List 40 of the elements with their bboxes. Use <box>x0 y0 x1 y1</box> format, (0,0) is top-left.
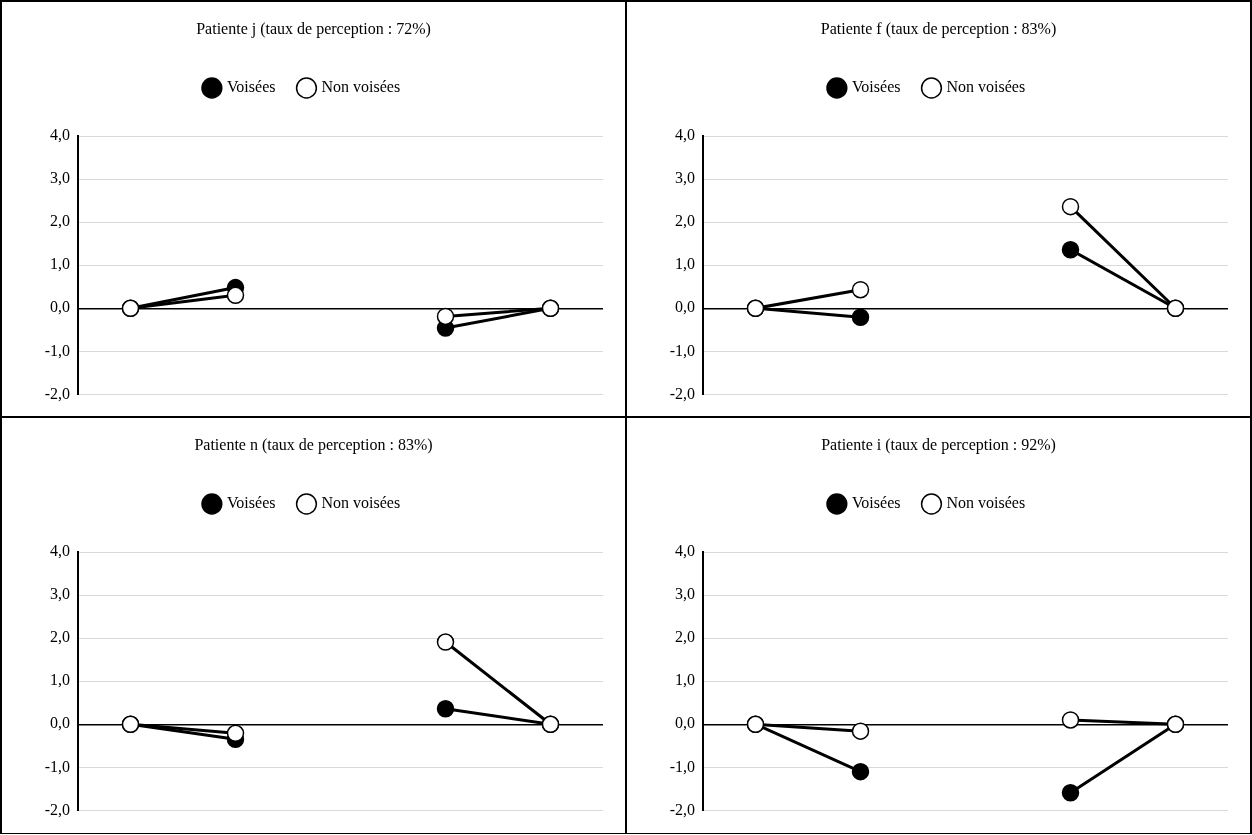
y-tick-label: 0,0 <box>50 298 70 316</box>
y-tick-label: 3,0 <box>675 585 695 603</box>
y-tick-label: -2,0 <box>44 384 70 402</box>
legend-label: Non voisées <box>321 494 401 512</box>
y-tick-label: 3,0 <box>50 585 70 603</box>
legend-label: Non voisées <box>946 78 1026 96</box>
legend-label: Voisées <box>851 78 901 96</box>
y-tick-label: -1,0 <box>669 757 695 775</box>
y-tick-label: 2,0 <box>50 628 70 646</box>
y-tick-label: 1,0 <box>50 255 70 273</box>
y-tick-label: -2,0 <box>44 800 70 818</box>
chart-title: Patiente f (taux de perception : 83%) <box>819 20 1058 38</box>
y-tick-label: 2,0 <box>675 628 695 646</box>
y-tick-label: 0,0 <box>675 298 695 316</box>
legend-label: Non voisées <box>321 78 401 96</box>
y-tick-label: 2,0 <box>50 212 70 230</box>
chart-title: Patiente n (taux de perception : 83%) <box>193 436 434 454</box>
y-tick-label: -1,0 <box>44 757 70 775</box>
y-tick-label: 1,0 <box>675 671 695 689</box>
chart-title: Patiente i (taux de perception : 92%) <box>820 436 1057 454</box>
y-tick-label: 1,0 <box>675 255 695 273</box>
y-tick-label: 4,0 <box>675 126 695 144</box>
legend-label: Non voisées <box>946 494 1026 512</box>
y-tick-label: 0,0 <box>50 714 70 732</box>
y-tick-label: 2,0 <box>675 212 695 230</box>
y-tick-label: -1,0 <box>669 341 695 359</box>
y-tick-label: 1,0 <box>50 671 70 689</box>
y-tick-label: -2,0 <box>669 800 695 818</box>
y-tick-label: 4,0 <box>50 126 70 144</box>
y-tick-label: 4,0 <box>50 542 70 560</box>
y-tick-label: -1,0 <box>44 341 70 359</box>
y-tick-label: -2,0 <box>669 384 695 402</box>
legend-label: Voisées <box>226 78 276 96</box>
y-tick-label: 3,0 <box>675 169 695 187</box>
legend-label: Voisées <box>226 494 276 512</box>
legend-label: Voisées <box>851 494 901 512</box>
y-tick-label: 3,0 <box>50 169 70 187</box>
y-tick-label: 4,0 <box>675 542 695 560</box>
y-tick-label: 0,0 <box>675 714 695 732</box>
chart-title: Patiente j (taux de perception : 72%) <box>195 20 432 38</box>
